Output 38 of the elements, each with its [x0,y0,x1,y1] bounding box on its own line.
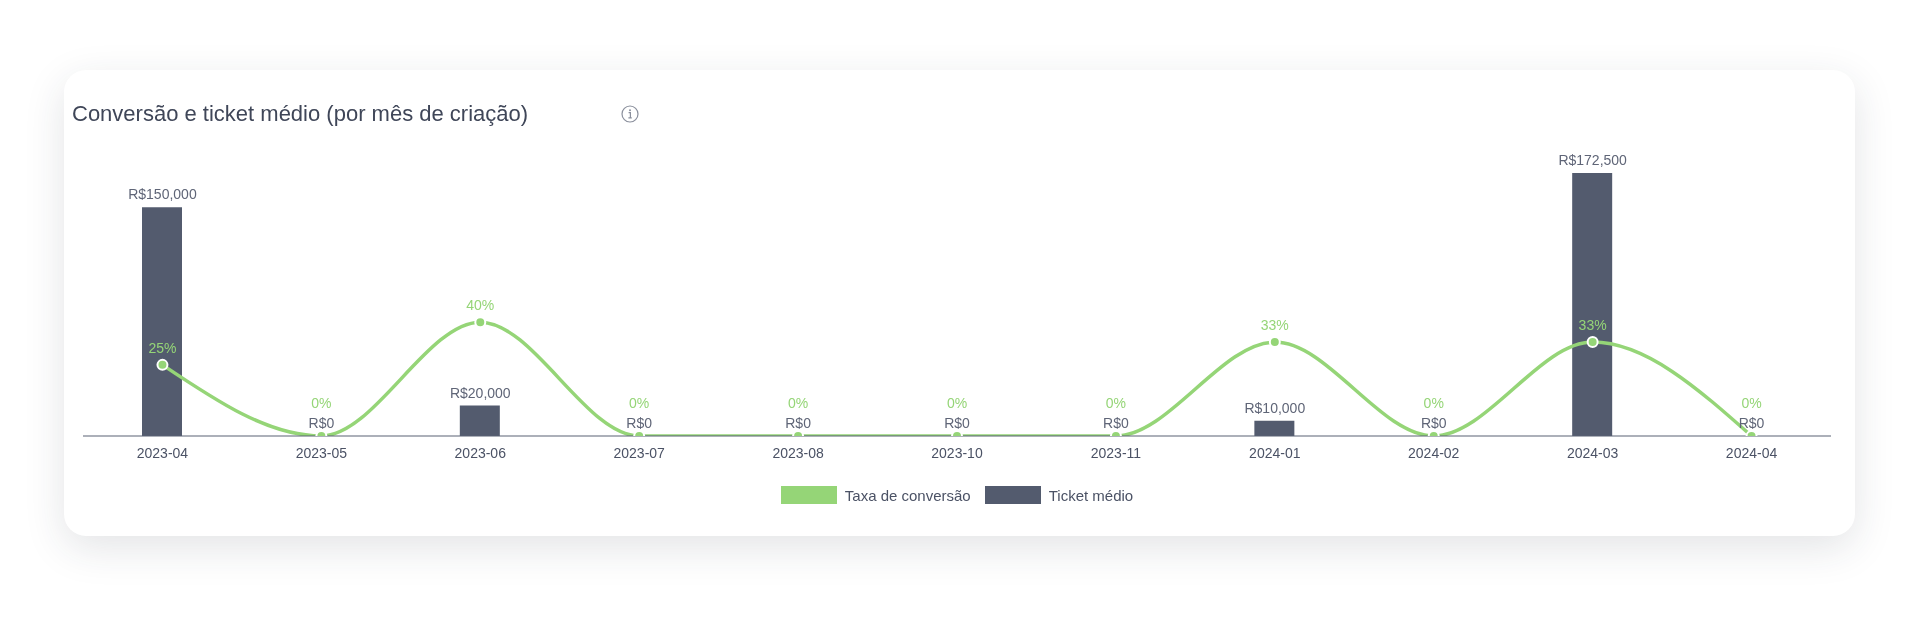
data-label: R$0 [944,415,971,431]
x-tick-label: 2024-03 [1566,444,1619,461]
data-label: 40% [466,297,495,314]
data-label: R$0 [1420,415,1447,431]
x-tick-label: 2023-06 [454,444,507,461]
data-label: R$0 [308,415,335,431]
data-label: R$20,000 [449,384,511,401]
point [1586,336,1599,349]
data-label: R$0 [626,415,653,431]
data-label: 33% [1260,317,1289,334]
x-tick-label: 2023-11 [1090,444,1142,461]
data-label: 0% [787,395,809,411]
x-tick-label: 2023-08 [772,444,824,461]
x-tick-label: 2023-10 [931,444,983,461]
data-label: R$0 [785,415,812,431]
data-label: 0% [629,395,650,411]
point [156,358,169,371]
data-label: 0% [311,395,332,411]
x-tick-label: 2024-04 [1725,444,1778,461]
data-label: R$172,500 [1558,152,1628,169]
x-tick-label: 2023-07 [613,444,666,461]
x-tick-label: 2024-01 [1249,444,1301,461]
data-label: R$150,000 [128,186,197,203]
data-label: 25% [148,339,177,356]
data-label: 0% [1105,395,1127,411]
legend-label: Ticket médio [1048,486,1134,504]
x-tick-label: 2024-02 [1408,444,1460,461]
data-label: 33% [1578,317,1607,334]
data-label: R$10,000 [1244,399,1306,416]
chart-title: Conversão e ticket médio (por mês de criação) [72,100,529,128]
data-label: R$0 [1103,415,1129,431]
data-label: R$0 [1738,415,1765,431]
x-tick-label: 2023-05 [295,444,348,461]
data-label: 0% [1741,395,1762,411]
x-tick-label: 2023-04 [136,444,189,461]
legend-label: Taxa de conversão [844,486,971,504]
data-label: 0% [1423,395,1444,411]
data-label: 0% [946,395,968,411]
